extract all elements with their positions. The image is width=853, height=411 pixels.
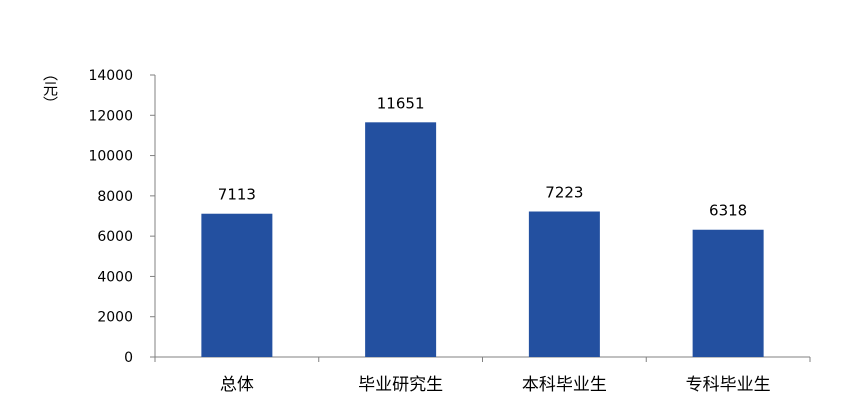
x-tick-label: 总体 (220, 375, 254, 395)
y-tick-label: 6000 (97, 229, 133, 245)
x-tick-label: 本科毕业生 (522, 375, 607, 395)
bar (528, 211, 600, 357)
data-label: 7223 (545, 184, 583, 202)
y-tick-label: 8000 (97, 189, 133, 205)
y-tick-label: 2000 (97, 310, 133, 326)
x-tick-label: 毕业研究生 (358, 375, 443, 395)
y-tick-label: 4000 (97, 269, 133, 285)
y-tick-label: 0 (124, 350, 133, 366)
y-tick-label: 14000 (88, 68, 133, 84)
y-tick-label: 10000 (88, 149, 133, 165)
data-label: 7113 (218, 186, 256, 204)
bar (365, 122, 437, 357)
y-tick-label: 12000 (88, 108, 133, 124)
y-axis-label: （元） (41, 66, 59, 111)
bar (201, 213, 273, 357)
x-tick-label: 专科毕业生 (686, 375, 771, 395)
data-label: 11651 (377, 94, 425, 112)
bar (692, 229, 764, 357)
data-label: 6318 (709, 202, 747, 220)
